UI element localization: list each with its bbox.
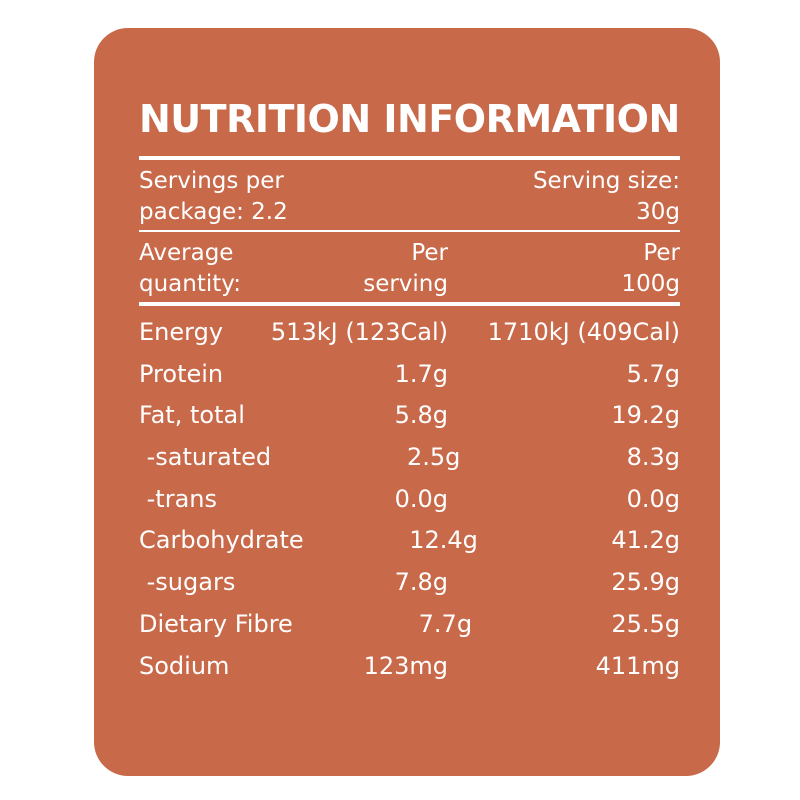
column-header-quantity: Average quantity: <box>139 238 248 302</box>
nutrient-name: -trans <box>139 484 217 513</box>
nutrient-per-100g: 0.0g <box>626 484 680 513</box>
nutrient-per-serving: 1.7g <box>394 359 448 388</box>
column-header-quantity-line1: Average <box>139 240 234 266</box>
nutrient-per-100g: 25.9g <box>611 568 680 597</box>
servings-per-package-line1: Servings per <box>139 168 284 194</box>
nutrient-row-sugars: -sugars 7.8g 25.9g <box>139 562 680 604</box>
nutrient-per-serving: 513kJ (123Cal) <box>270 318 448 346</box>
nutrient-per-serving: 2.5g <box>407 443 461 472</box>
nutrient-per-serving: 7.8g <box>394 568 448 597</box>
nutrient-name: Carbohydrate <box>139 526 304 555</box>
nutrient-per-100g: 19.2g <box>611 401 680 430</box>
nutrient-per-serving: 123mg <box>363 651 448 680</box>
nutrient-per-serving: 0.0g <box>394 484 448 513</box>
nutrient-row-trans: -trans 0.0g 0.0g <box>139 479 680 521</box>
nutrient-name: -sugars <box>139 568 236 597</box>
column-header-quantity-line2: quantity: <box>139 271 241 297</box>
nutrient-per-100g: 25.5g <box>611 609 680 638</box>
nutrient-name: Sodium <box>139 651 230 680</box>
nutrient-per-100g: 8.3g <box>626 443 680 472</box>
nutrient-per-100g: 5.7g <box>626 359 680 388</box>
column-header-per-100g-line2: 100g <box>621 271 681 297</box>
serving-size-line1: Serving size: <box>532 168 680 194</box>
servings-per-package-line2: package: 2.2 <box>139 199 288 225</box>
nutrient-row-fat-total: Fat, total 5.8g 19.2g <box>139 395 680 437</box>
nutrient-name: Fat, total <box>139 401 245 430</box>
nutrient-per-serving: 12.4g <box>409 526 478 555</box>
column-header-row: Average quantity: Per serving Per 100g <box>139 232 680 302</box>
serving-size: Serving size: 30g <box>533 166 680 230</box>
nutrient-name: Protein <box>139 359 224 388</box>
nutrient-row-energy: Energy 513kJ (123Cal) 1710kJ (409Cal) <box>139 312 680 354</box>
nutrient-name: Energy <box>139 318 224 346</box>
nutrient-row-carbohydrate: Carbohydrate 12.4g 41.2g <box>139 520 680 562</box>
nutrition-label: NUTRITION INFORMATION Servings per packa… <box>139 96 680 687</box>
column-header-per-100g: Per 100g <box>448 238 681 302</box>
nutrient-row-protein: Protein 1.7g 5.7g <box>139 354 680 396</box>
serving-size-line2: 30g <box>636 199 680 225</box>
servings-divider <box>139 230 680 232</box>
servings-row: Servings per package: 2.2 Serving size: … <box>139 160 680 230</box>
column-header-per-serving-line1: Per <box>411 240 448 266</box>
nutrient-name: Dietary Fibre <box>139 609 293 638</box>
nutrient-name: -saturated <box>139 443 272 472</box>
nutrient-per-100g: 411mg <box>595 651 680 680</box>
nutrient-table: Energy 513kJ (123Cal) 1710kJ (409Cal) Pr… <box>139 306 680 687</box>
nutrient-row-dietary-fibre: Dietary Fibre 7.7g 25.5g <box>139 604 680 646</box>
title-divider <box>139 156 680 160</box>
column-header-per-serving: Per serving <box>248 238 448 302</box>
nutrient-row-saturated: -saturated 2.5g 8.3g <box>139 437 680 479</box>
nutrient-per-serving: 7.7g <box>418 609 473 638</box>
nutrient-per-100g: 1710kJ (409Cal) <box>487 318 680 346</box>
nutrition-panel-background <box>94 28 720 776</box>
column-header-per-serving-line2: serving <box>363 271 448 297</box>
nutrient-per-100g: 41.2g <box>611 526 680 555</box>
column-header-per-100g-line1: Per <box>643 240 680 266</box>
servings-per-package: Servings per package: 2.2 <box>139 166 288 230</box>
header-divider <box>139 302 680 306</box>
nutrient-per-serving: 5.8g <box>394 401 448 430</box>
label-title: NUTRITION INFORMATION <box>139 97 680 141</box>
nutrient-row-sodium: Sodium 123mg 411mg <box>139 646 680 688</box>
